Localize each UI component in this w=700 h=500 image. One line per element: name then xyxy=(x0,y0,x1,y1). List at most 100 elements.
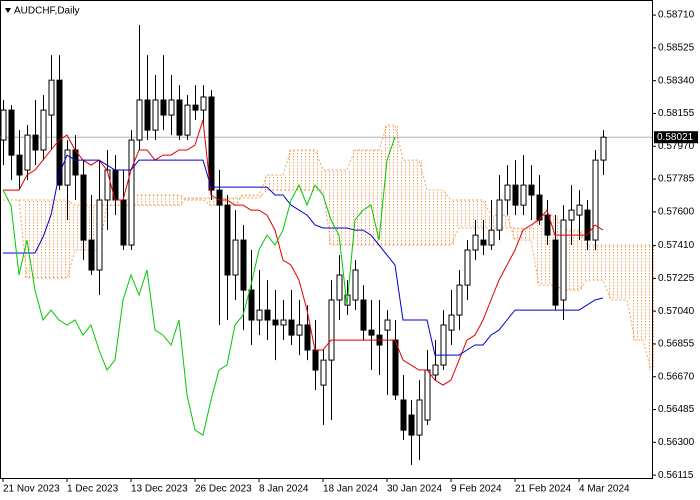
candle-body xyxy=(136,99,143,141)
x-tick-label: 9 Feb 2024 xyxy=(451,484,502,495)
candle-body xyxy=(80,174,87,241)
candle-body xyxy=(488,229,495,246)
candle-body xyxy=(400,399,407,431)
candle-body xyxy=(288,319,295,336)
cloud-hatch xyxy=(415,160,423,246)
candle-body xyxy=(200,96,207,111)
cloud-hatch xyxy=(615,245,623,300)
candle-body xyxy=(176,99,183,136)
cloud-hatch xyxy=(311,149,319,191)
candle-body xyxy=(120,199,127,246)
cloud-hatch xyxy=(599,245,607,281)
x-tick-label: 8 Jan 2024 xyxy=(259,484,309,495)
y-tick-label: 0.57040 xyxy=(658,306,695,317)
x-tick-label: 21 Nov 2023 xyxy=(3,484,60,495)
candle-body xyxy=(32,134,39,151)
candle-body xyxy=(328,299,335,361)
cloud-hatch xyxy=(463,199,471,229)
y-tick-label: 0.58525 xyxy=(658,43,695,54)
candle-body xyxy=(16,154,23,176)
cloud-hatch xyxy=(423,190,431,246)
cloud-hatch xyxy=(527,228,535,241)
candle-body xyxy=(560,219,567,301)
cloud-hatch xyxy=(591,245,599,281)
cloud-hatch xyxy=(47,199,55,279)
candle-body xyxy=(128,139,135,246)
cloud-hatch xyxy=(623,245,631,300)
candle-body xyxy=(224,204,231,276)
cloud-hatch xyxy=(359,149,367,246)
cloud-hatch xyxy=(175,195,183,206)
candle-body xyxy=(320,359,327,386)
candle-body xyxy=(56,79,63,186)
candle-body xyxy=(256,309,263,321)
cloud-hatch xyxy=(63,199,71,279)
candle-body xyxy=(392,339,399,396)
candle-body xyxy=(360,299,367,331)
cloud-hatch xyxy=(367,149,375,246)
y-tick-label: 0.57600 xyxy=(658,207,695,218)
last-price-box xyxy=(654,131,698,144)
cloud-hatch xyxy=(271,174,279,191)
cloud-hatch xyxy=(567,230,575,291)
y-tick-label: 0.58710 xyxy=(658,10,695,21)
x-tick-label: 26 Dec 2023 xyxy=(195,484,252,495)
cloud-hatch xyxy=(167,195,175,206)
candle-body xyxy=(96,199,103,271)
cloud-hatch xyxy=(407,160,415,246)
x-tick-label: 1 Dec 2023 xyxy=(67,484,119,495)
candle-body xyxy=(456,284,463,316)
indicator-line xyxy=(3,119,604,386)
cloud-hatch xyxy=(535,215,543,286)
candle-body xyxy=(248,289,255,321)
candle-body xyxy=(408,414,415,436)
y-tick-label: 0.57225 xyxy=(658,273,695,284)
y-tick-label: 0.57410 xyxy=(658,240,695,251)
candle-body xyxy=(568,209,575,221)
candle-body xyxy=(264,309,271,321)
candle-body xyxy=(184,104,191,136)
candle-body xyxy=(216,189,223,206)
candle-body xyxy=(40,109,47,151)
candle-body xyxy=(584,209,591,241)
candle-body xyxy=(432,364,439,376)
candle-body xyxy=(536,194,543,221)
candle-body xyxy=(552,239,559,306)
plot-layer xyxy=(0,24,655,466)
candle-body xyxy=(208,96,215,191)
cloud-hatch xyxy=(519,228,527,241)
candle-body xyxy=(8,109,15,156)
candle-body xyxy=(280,319,287,326)
y-tick-label: 0.57970 xyxy=(658,141,695,152)
cloud-hatch xyxy=(647,245,655,371)
y-tick-label: 0.58340 xyxy=(658,75,695,86)
cloud-hatch xyxy=(639,245,647,341)
cloud-hatch xyxy=(151,195,159,206)
candle-body xyxy=(504,184,511,201)
y-tick-label: 0.58155 xyxy=(658,108,695,119)
candle-body xyxy=(192,104,199,111)
cloud-hatch xyxy=(135,195,143,206)
cloud-hatch xyxy=(207,198,215,206)
cloud-hatch xyxy=(23,199,31,279)
cloud-hatch xyxy=(319,170,327,191)
candle-body xyxy=(304,324,311,351)
x-tick-label: 13 Dec 2023 xyxy=(131,484,188,495)
title-arrow xyxy=(5,8,11,13)
cloud-hatch xyxy=(583,245,591,281)
candle-body xyxy=(384,319,391,331)
cloud-hatch xyxy=(631,245,639,341)
cloud-hatch xyxy=(375,149,383,246)
candle-body xyxy=(72,149,79,176)
candle-body xyxy=(352,269,359,301)
candle-body xyxy=(480,239,487,246)
x-tick-label: 30 Jan 2024 xyxy=(387,484,442,495)
cloud-hatch xyxy=(279,174,287,191)
cloud-hatch xyxy=(55,199,63,279)
cloud-hatch xyxy=(263,174,271,191)
cloud-hatch xyxy=(431,190,439,246)
cloud-hatch xyxy=(71,205,79,250)
candle-body xyxy=(88,239,95,271)
cloud-hatch xyxy=(303,149,311,191)
